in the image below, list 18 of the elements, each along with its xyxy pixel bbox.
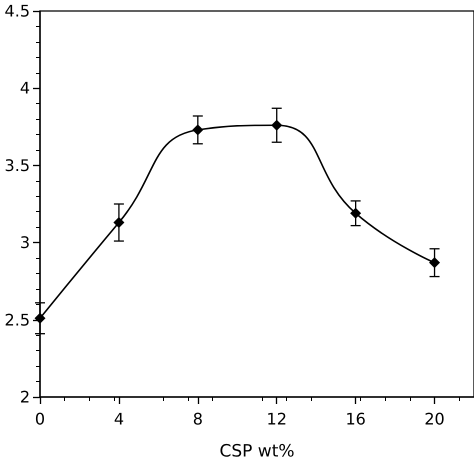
y-tick-label: 3.5 <box>4 156 30 175</box>
y-tick-label: 4 <box>20 78 30 98</box>
x-tick-label: 0 <box>34 410 46 428</box>
y-tick-label: 2.5 <box>4 310 30 330</box>
y-tick-label: 2 <box>20 388 30 406</box>
x-tick-label: 16 <box>345 410 366 428</box>
x-tick-label: 8 <box>192 410 203 428</box>
x-tick-label: 12 <box>266 410 287 428</box>
point <box>113 217 124 228</box>
point <box>192 124 204 136</box>
point <box>429 257 440 268</box>
point <box>271 120 282 131</box>
point <box>350 208 362 219</box>
x-tick-label: 4 <box>114 410 124 428</box>
x-tick-label: 20 <box>424 410 445 428</box>
y-tick-label: 3 <box>20 233 30 252</box>
x-axis-title: CSP wt% <box>219 442 295 462</box>
y-tick-label: 4.5 <box>4 2 30 20</box>
